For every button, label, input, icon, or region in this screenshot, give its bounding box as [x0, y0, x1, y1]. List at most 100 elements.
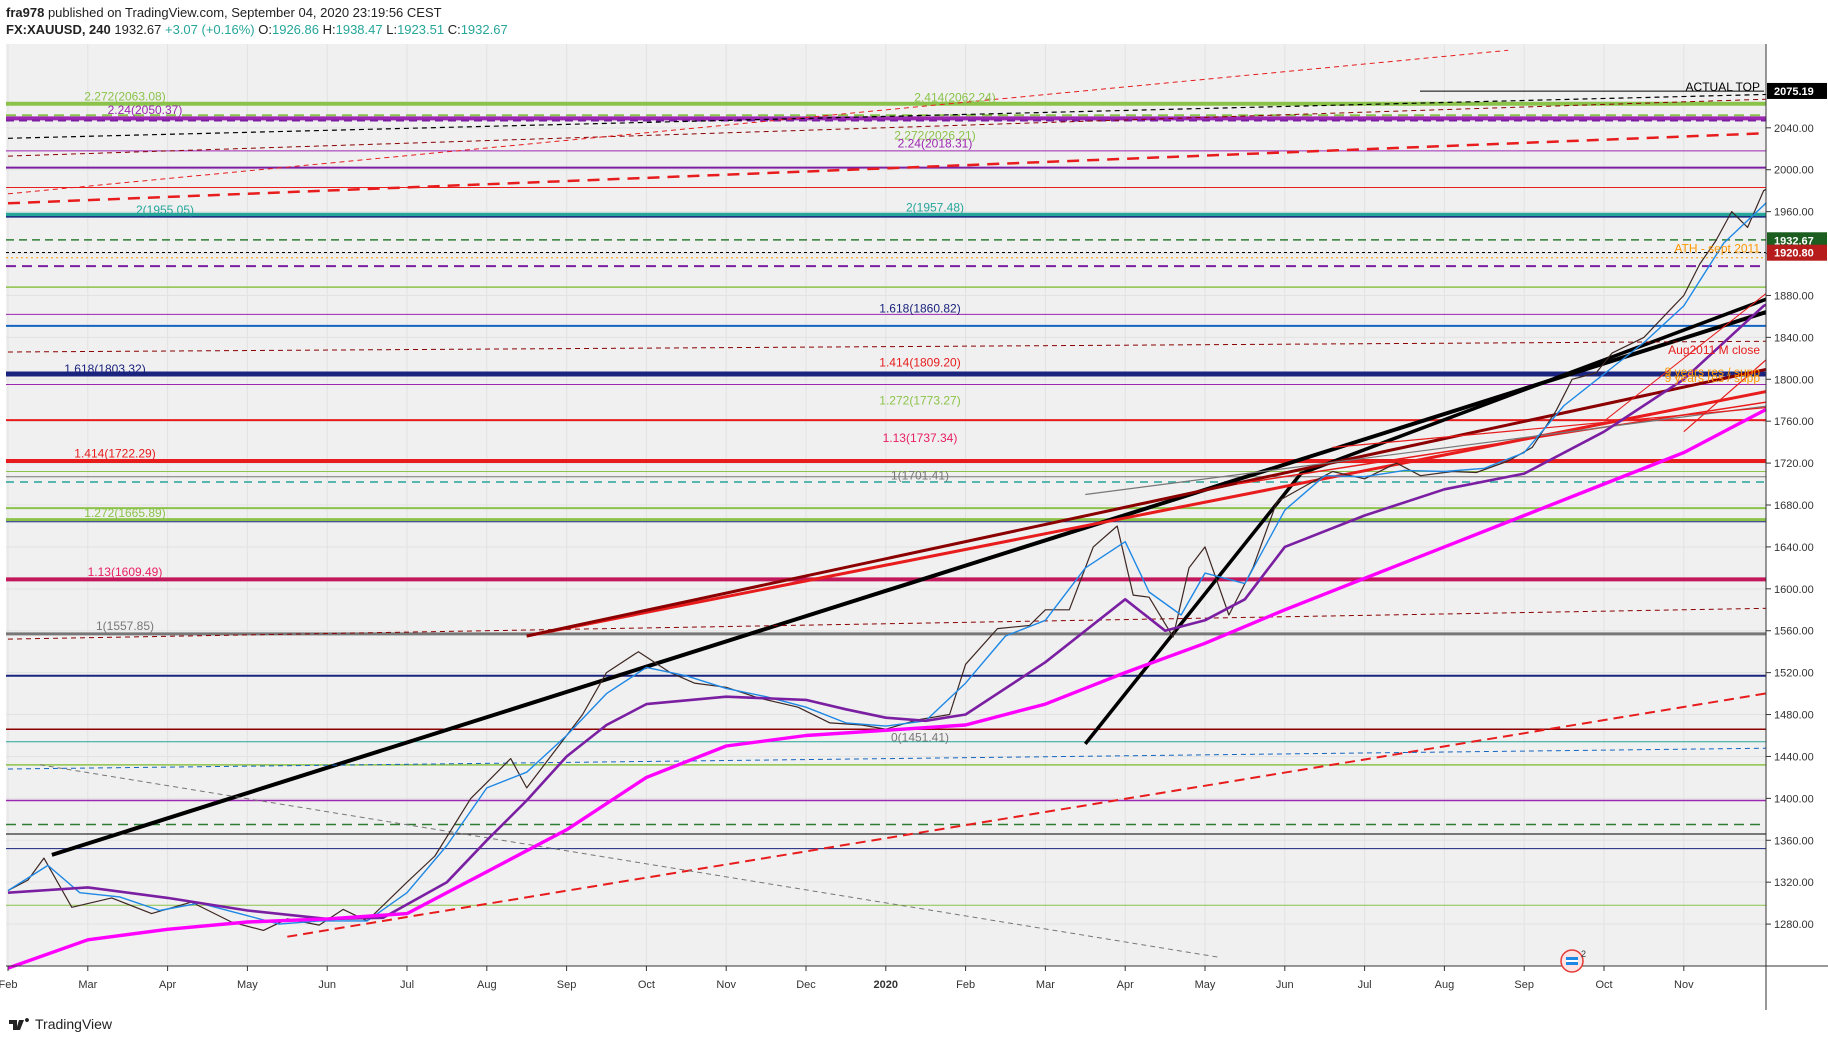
x-tick-label: Feb — [0, 979, 17, 991]
fib-label: 1.13(1737.34) — [883, 431, 958, 445]
trend-line — [51, 290, 1828, 857]
series-line — [7, 274, 1828, 921]
price-tag-label: 1932.67 — [1774, 235, 1814, 247]
fib-label: 1(1701.41) — [891, 469, 949, 483]
fib-label: 0(1451.41) — [891, 731, 949, 745]
trend-line — [287, 682, 1828, 938]
x-tick-label: Dec — [796, 979, 816, 991]
y-tick-label: 1720.00 — [1774, 458, 1814, 470]
trend-line — [526, 354, 1828, 638]
y-tick-label: 1320.00 — [1774, 877, 1814, 889]
annotation-label: ATH - sept 2011 — [1674, 241, 1760, 255]
y-tick-label: 1760.00 — [1774, 416, 1814, 428]
fib-label: 2(1955.05) — [136, 203, 194, 217]
fib-label: 2.272(2063.08) — [84, 90, 165, 104]
x-tick-label: Aug — [477, 979, 497, 991]
fib-label: 1.618(1860.82) — [879, 302, 960, 316]
x-tick-label: Mar — [78, 979, 97, 991]
high-value: 1938.47 — [335, 22, 383, 37]
y-tick-label: 1680.00 — [1774, 500, 1814, 512]
annotation-label: ACTUAL TOP — [1686, 80, 1760, 94]
fib-label: 1(1557.85) — [96, 619, 154, 633]
price-tag-box — [1767, 244, 1827, 261]
series-line — [7, 141, 1828, 925]
chart-header: fra978 published on TradingView.com, Sep… — [0, 0, 1828, 44]
price-tag-box — [1767, 232, 1827, 249]
ohlc-legend: FX:XAUUSD, 240 1932.67 +3.07 (+0.16%) O:… — [6, 22, 508, 37]
close-label: C: — [447, 22, 461, 37]
fib-label: 2.24(2050.37) — [108, 103, 183, 117]
fib-label: 1.414(1809.20) — [879, 356, 960, 370]
publisher-name[interactable]: fra978 — [6, 5, 45, 20]
trend-line — [1603, 244, 1828, 422]
x-tick-label: Apr — [159, 979, 176, 991]
annotation-label: 9 years res / supp — [1665, 365, 1761, 379]
close-value: 1932.67 — [460, 22, 508, 37]
x-tick-label: Jul — [400, 979, 414, 991]
y-tick-label: 1880.00 — [1774, 290, 1814, 302]
x-tick-label: Jun — [318, 979, 336, 991]
fib-label: 2.414(2062.24) — [914, 91, 995, 105]
low-label: L: — [386, 22, 398, 37]
level-labels: 2.272(2063.08)2.24(2050.37) 2.414(2062.24… — [64, 80, 1764, 745]
price-axis-panel[interactable] — [1766, 44, 1828, 966]
x-tick-label: Apr — [1117, 979, 1134, 991]
x-tick-label: Jun — [1276, 979, 1294, 991]
tradingview-logo[interactable]: TradingView — [8, 1016, 112, 1032]
trend-line — [39, 764, 1222, 959]
annotation-label: 9 years res / supp — [1665, 371, 1761, 385]
x-tick-label: Feb — [956, 979, 975, 991]
trend-line — [7, 96, 1828, 157]
fib-label: 1.414(1722.29) — [74, 447, 155, 461]
published-text: published on TradingView.com, September … — [47, 5, 442, 20]
fib-label: 2(1957.48) — [906, 200, 964, 214]
x-tick-label: Nov — [716, 979, 736, 991]
y-tick-label: 2040.00 — [1774, 123, 1814, 135]
y-tick-label: 1520.00 — [1774, 668, 1814, 680]
y-tick-label: 1600.00 — [1774, 584, 1814, 596]
price-axis: 1280.00 1320.00 1360.00 1400.00 1440.00 1480.… — [1766, 123, 1814, 931]
x-tick-label: Oct — [638, 979, 655, 991]
x-tick-label: May — [237, 979, 258, 991]
series-line — [7, 383, 1828, 970]
y-tick-label: 1280.00 — [1774, 919, 1814, 931]
svg-text:2: 2 — [1581, 949, 1586, 959]
trend-line — [1683, 304, 1828, 433]
trend-line — [7, 606, 1828, 640]
trend-line — [7, 49, 1509, 195]
grid — [6, 44, 1766, 966]
y-tick-label: 1640.00 — [1774, 542, 1814, 554]
trend-line — [7, 92, 1828, 139]
symbol-label[interactable]: FX:XAUUSD, 240 — [6, 22, 111, 37]
publish-info: fra978 published on TradingView.com, Sep… — [6, 5, 442, 20]
fib-label: 1.618(1803.32) — [64, 362, 145, 376]
time-axis: Feb Mar Apr May Jun Jul Aug Sep Oct Nov Dec 2020 Feb… — [0, 966, 1694, 991]
annotation-label: Aug2011 M close — [1668, 343, 1760, 357]
x-tick-label: Sep — [1514, 979, 1534, 991]
low-value: 1923.51 — [397, 22, 445, 37]
flag-icon[interactable]: 2 — [1560, 949, 1586, 973]
last-price: 1932.67 — [114, 22, 162, 37]
trend-line — [7, 746, 1828, 770]
y-tick-label: 1440.00 — [1774, 751, 1814, 763]
price-tag-label: 1920.80 — [1774, 248, 1814, 260]
x-tick-label: 2020 — [874, 979, 898, 991]
trend-lines — [7, 49, 1828, 959]
open-label: O: — [258, 22, 272, 37]
x-tick-label: Aug — [1435, 979, 1455, 991]
price-chart[interactable]: 2.272(2063.08)2.24(2050.37) 2.414(2062.24… — [0, 44, 1828, 1010]
y-tick-label: 1840.00 — [1774, 332, 1814, 344]
tradingview-logo-icon — [9, 1018, 29, 1030]
price-tag-box — [1767, 82, 1827, 99]
y-tick-label: 1400.00 — [1774, 793, 1814, 805]
footer-bar: TradingView — [0, 1010, 1828, 1041]
open-value: 1926.86 — [271, 22, 319, 37]
y-tick-label: 1360.00 — [1774, 835, 1814, 847]
fib-label: 2.24(2018.31) — [898, 137, 973, 151]
fib-label: 2.272(2026.21) — [894, 128, 975, 142]
fib-label: 1.13(1609.49) — [88, 565, 163, 579]
price-change: +3.07 (+0.16%) — [165, 22, 255, 37]
x-tick-label: Nov — [1674, 979, 1694, 991]
y-tick-label: 1560.00 — [1774, 626, 1814, 638]
